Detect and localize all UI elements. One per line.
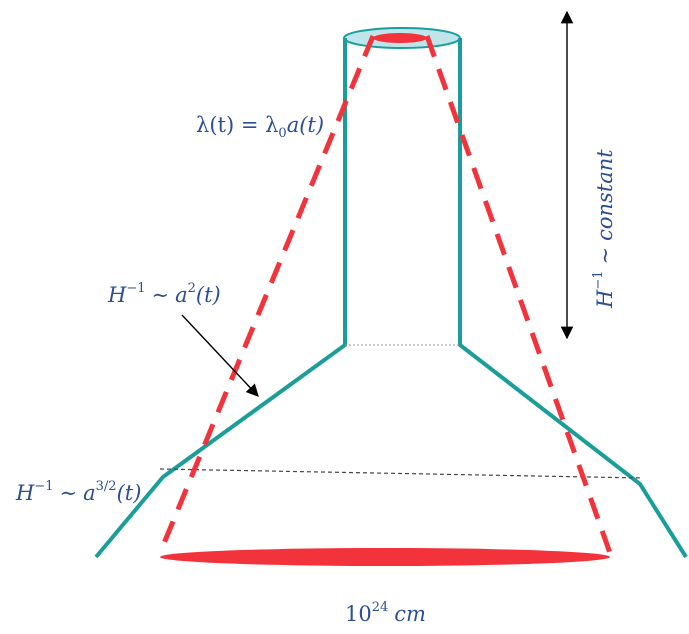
top-red-ellipse [373, 33, 427, 43]
wavelength-right-dashed-line [424, 35, 613, 554]
hubble-radius-left-outline [94, 38, 347, 559]
hubble-a32-label: H−1 ∼ a3/2(t) [15, 479, 141, 505]
region-size-label: 1024 cm [345, 600, 426, 626]
wavelength-label: λ(t) = λ0a(t) [196, 113, 324, 141]
hubble-constant-label: H−1∼constant [591, 149, 617, 309]
hubble-radius-right-outline [458, 38, 688, 559]
a2-pointer-arrow [181, 314, 259, 397]
bottom-region-ellipse [160, 548, 610, 566]
wavelength-left-dashed-line [157, 35, 376, 554]
transition-dotted-line [159, 468, 644, 479]
hubble-a2-label: H−1 ∼ a2(t) [107, 281, 221, 307]
